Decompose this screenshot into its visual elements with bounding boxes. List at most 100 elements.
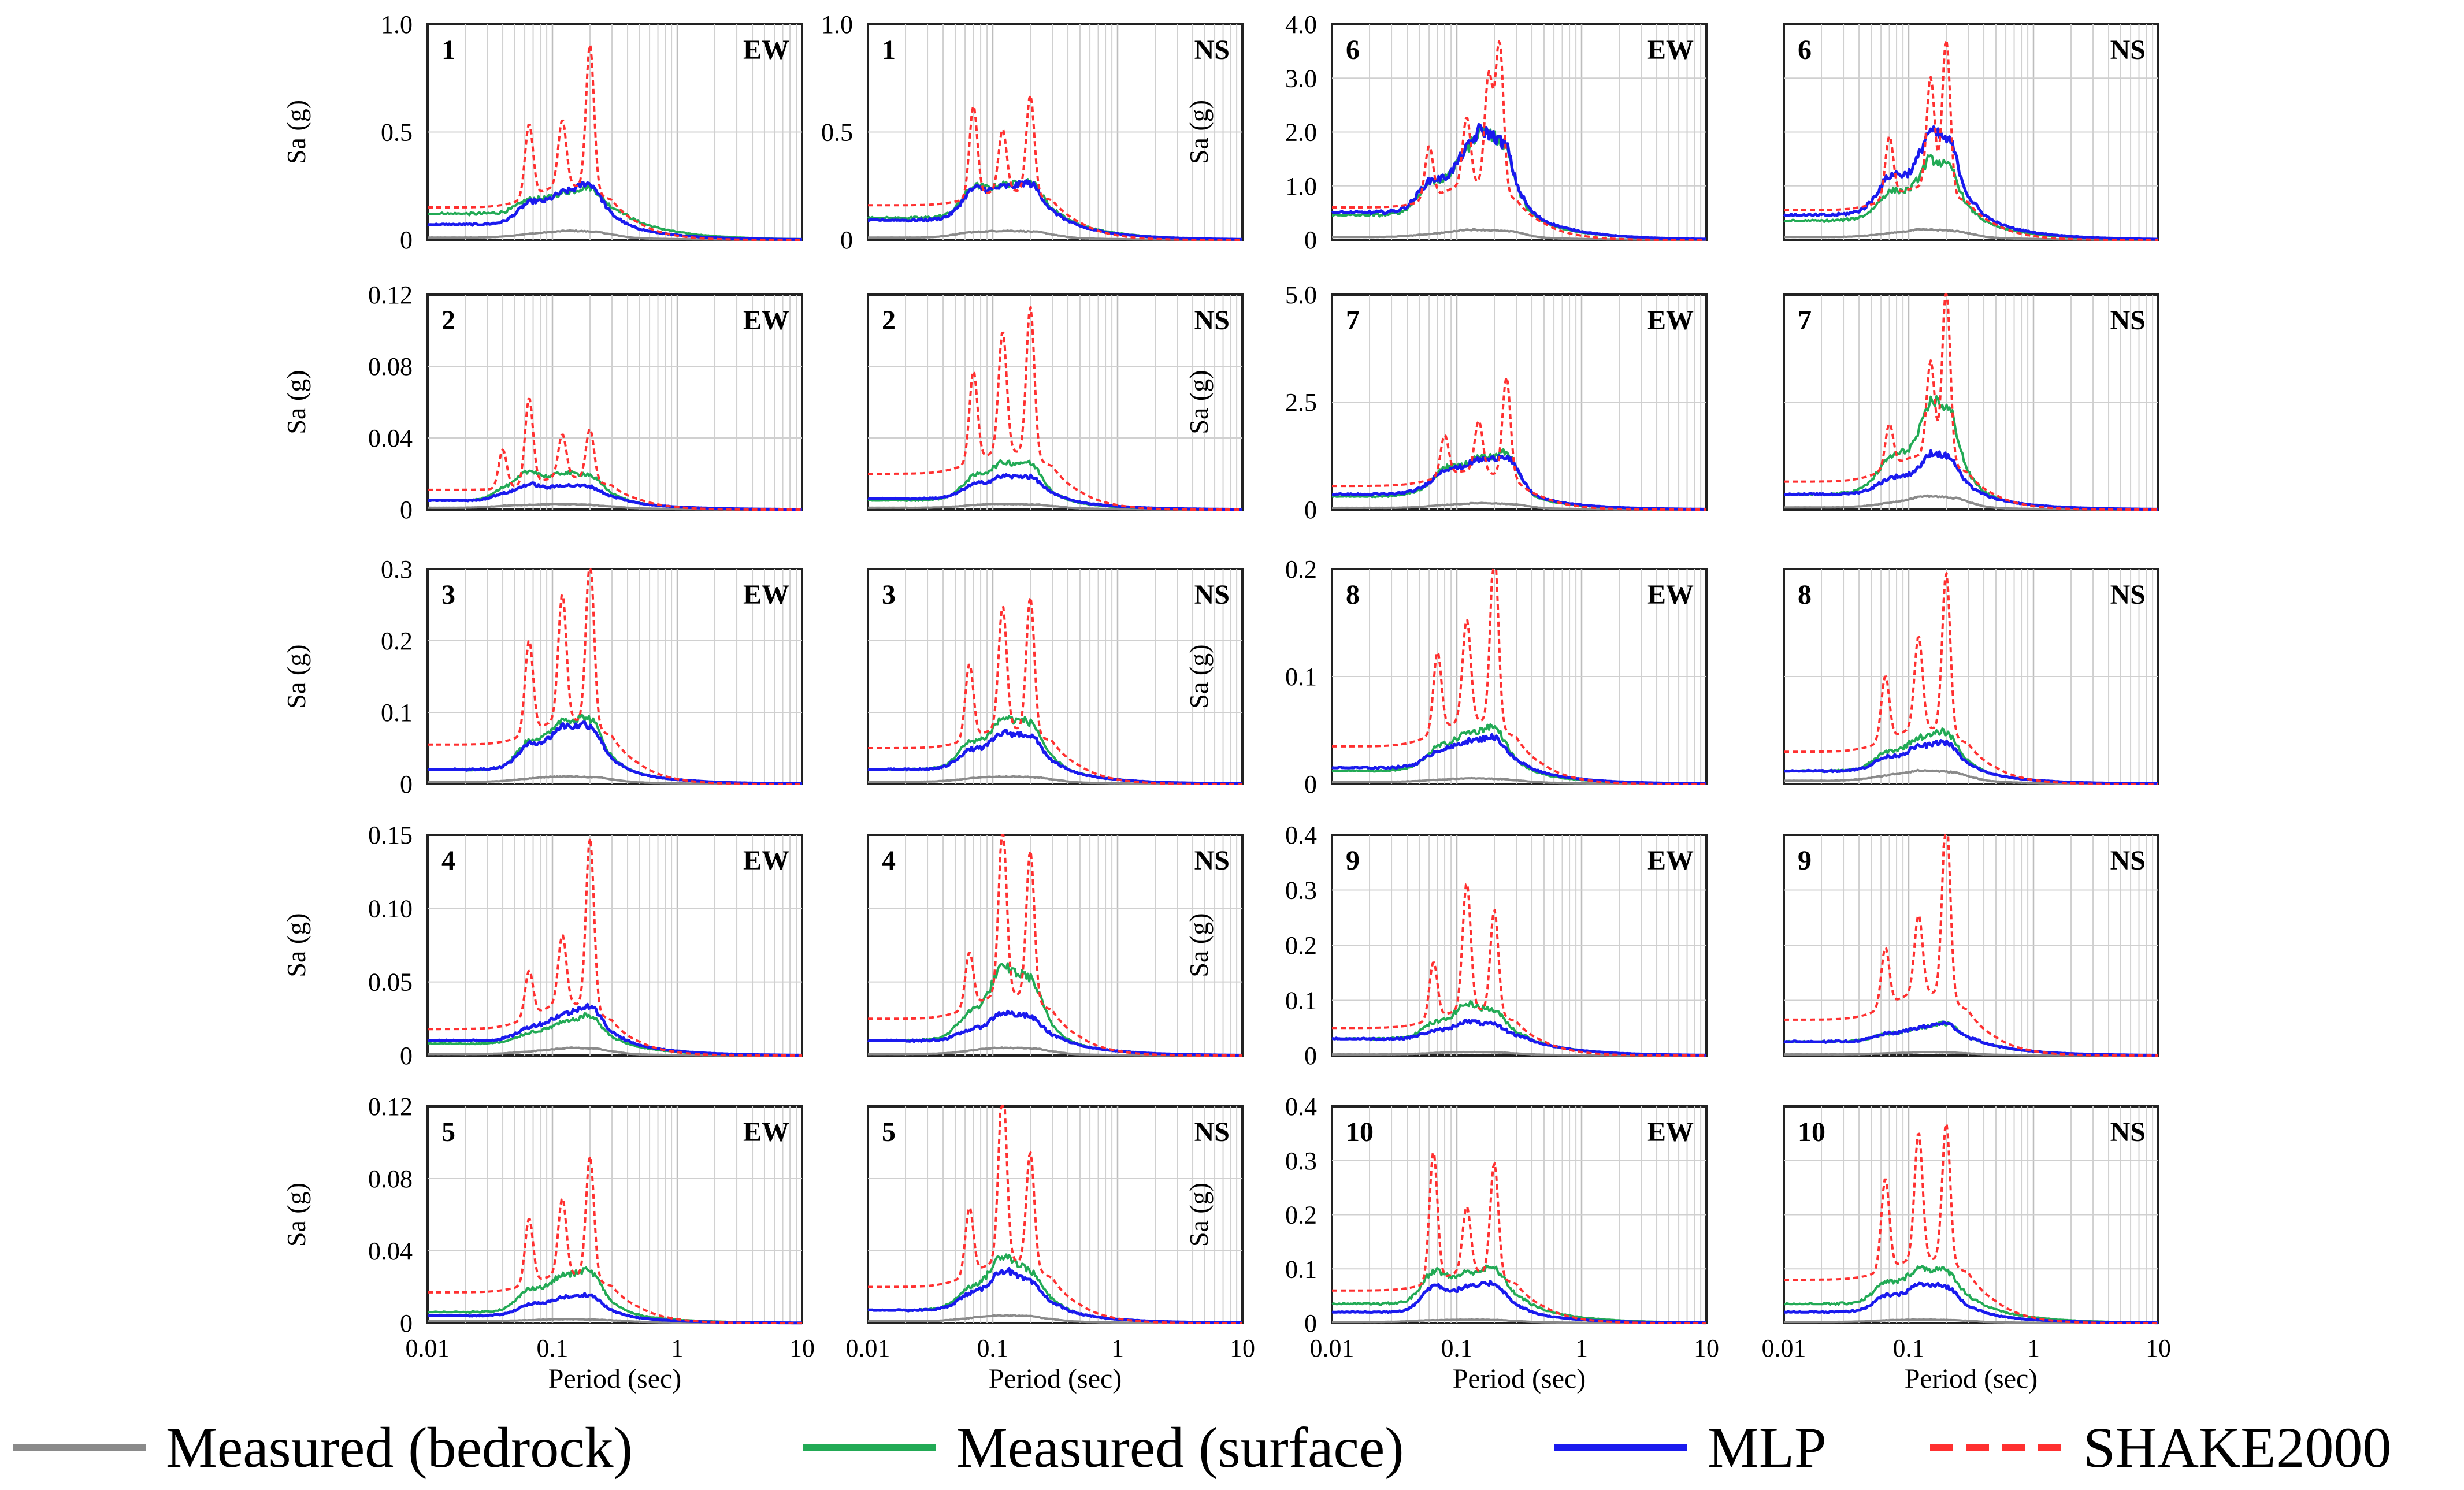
y-tick-label: 0 — [400, 1042, 413, 1070]
y-tick-label: 0.05 — [368, 968, 413, 997]
y-tick-label: 0 — [1304, 496, 1317, 524]
panel-number-label: 7 — [1346, 305, 1360, 336]
panel-number-label: 10 — [1346, 1117, 1374, 1147]
panel-7-EW: 7 EW 0 2.5 5.0 Sa (g) — [1184, 281, 1708, 524]
y-tick-label: 0.04 — [368, 1237, 413, 1265]
panel-direction-label: EW — [743, 1117, 789, 1147]
panel-number-label: 9 — [1346, 845, 1360, 876]
panel-9-EW: 9 EW 0 0.1 0.2 0.3 0.4 Sa (g) — [1184, 821, 1708, 1070]
series-shake-line — [1332, 40, 1706, 241]
panel-direction-label: EW — [743, 845, 789, 876]
panel-5-EW: 5 EW 0 0.04 0.08 0.12 Sa (g) 0.01 0.1 1 10 Period (… — [281, 1093, 815, 1394]
series-shake-line — [868, 596, 1242, 785]
series-shake-line — [428, 837, 802, 1057]
x-tick-label: 0.01 — [1762, 1334, 1806, 1362]
y-tick-label: 0.4 — [1285, 1093, 1317, 1121]
y-tick-label: 0 — [1304, 1042, 1317, 1070]
y-tick-label: 0.08 — [368, 352, 413, 381]
panel-number-label: 3 — [882, 579, 896, 610]
x-tick-label: 0.1 — [977, 1334, 1009, 1362]
panel-direction-label: NS — [2110, 35, 2146, 65]
series-shake-line — [1784, 293, 2158, 511]
x-axis-label: Period (sec) — [1453, 1363, 1586, 1394]
x-tick-label: 10 — [2146, 1334, 2171, 1362]
series-shake-line — [1332, 1152, 1706, 1324]
panel-number-label: 3 — [441, 579, 455, 610]
x-tick-label: 0.1 — [537, 1334, 569, 1362]
panel-direction-label: EW — [1647, 35, 1694, 65]
series-shake-line — [428, 44, 802, 241]
panel-direction-label: EW — [743, 35, 789, 65]
x-tick-label: 1 — [2027, 1334, 2040, 1362]
panel-10-EW: 10 EW 0 0.1 0.2 0.3 0.4 Sa (g) 0.01 0.1 1 10 Period … — [1184, 1093, 1719, 1394]
y-tick-label: 5.0 — [1285, 281, 1317, 309]
series-shake-line — [1332, 568, 1706, 785]
series-shake-line — [1784, 834, 2158, 1057]
series-mlp-line — [1784, 739, 2158, 785]
panel-2-NS: 2 NS — [867, 293, 1244, 511]
plot-frame — [426, 568, 803, 785]
panel-number-label: 1 — [441, 35, 455, 65]
panel-direction-label: NS — [1194, 1117, 1230, 1147]
panel-number-label: 8 — [1346, 579, 1360, 610]
y-tick-label: 0.5 — [821, 118, 853, 147]
series-shake-line — [1784, 1123, 2158, 1324]
panel-direction-label: NS — [2110, 1117, 2146, 1147]
series-shake-line — [428, 1155, 802, 1324]
series-mlp-line — [1332, 1019, 1706, 1057]
y-tick-label: 0.10 — [368, 894, 413, 923]
y-tick-label: 0.04 — [368, 424, 413, 452]
series-shake-line — [868, 94, 1242, 241]
y-tick-label: 0.3 — [1285, 876, 1317, 905]
legend-label-bedrock: Measured (bedrock) — [166, 1415, 633, 1480]
y-axis-label: Sa (g) — [1184, 913, 1214, 977]
x-tick-label: 0.01 — [406, 1334, 450, 1362]
y-tick-label: 1.0 — [1285, 172, 1317, 200]
x-tick-label: 0.1 — [1893, 1334, 1925, 1362]
panel-direction-label: EW — [743, 305, 789, 336]
x-tick-label: 1 — [671, 1334, 684, 1362]
panel-direction-label: EW — [1647, 579, 1694, 610]
y-axis-label: Sa (g) — [281, 913, 311, 977]
series-shake-line — [428, 568, 802, 785]
y-tick-label: 0.12 — [368, 1093, 413, 1121]
panel-number-label: 5 — [441, 1117, 455, 1147]
y-tick-label: 0.3 — [381, 555, 413, 584]
panel-direction-label: NS — [1194, 35, 1230, 65]
y-axis-label: Sa (g) — [1184, 100, 1214, 164]
panel-direction-label: EW — [1647, 305, 1694, 336]
plot-frame — [867, 834, 1244, 1057]
panel-3-EW: 3 EW 0 0.1 0.2 0.3 Sa (g) — [281, 555, 803, 798]
panel-direction-label: NS — [2110, 305, 2146, 336]
y-tick-label: 0.12 — [368, 281, 413, 309]
panel-number-label: 10 — [1798, 1117, 1825, 1147]
y-tick-label: 0 — [1304, 1309, 1317, 1337]
panel-number-label: 4 — [441, 845, 455, 876]
panel-4-NS: 4 NS — [867, 834, 1244, 1057]
y-axis-label: Sa (g) — [281, 1183, 311, 1247]
y-tick-label: 0 — [840, 226, 853, 254]
x-axis-label: Period (sec) — [989, 1363, 1122, 1394]
y-tick-label: 0.2 — [1285, 555, 1317, 584]
y-axis-label: Sa (g) — [1184, 1183, 1214, 1247]
panel-9-NS: 9 NS — [1783, 834, 2159, 1057]
y-tick-label: 0 — [1304, 770, 1317, 798]
panel-1-NS: 1 NS 0 0.5 1.0 — [821, 10, 1244, 254]
legend-label-surface: Measured (surface) — [956, 1415, 1404, 1480]
plot-frame — [867, 1105, 1244, 1324]
plot-frame — [426, 293, 803, 511]
series-shake-line — [868, 834, 1242, 1057]
panel-number-label: 6 — [1798, 35, 1812, 65]
y-tick-label: 2.0 — [1285, 118, 1317, 147]
y-tick-label: 0.3 — [1285, 1147, 1317, 1175]
x-tick-label: 0.1 — [1441, 1334, 1473, 1362]
series-shake-line — [428, 397, 802, 511]
x-tick-label: 1 — [1111, 1334, 1124, 1362]
x-tick-label: 10 — [1694, 1334, 1719, 1362]
y-axis-label: Sa (g) — [281, 370, 311, 434]
panel-direction-label: NS — [2110, 579, 2146, 610]
plot-frame — [426, 834, 803, 1057]
x-tick-label: 10 — [1230, 1334, 1255, 1362]
panel-direction-label: NS — [1194, 845, 1230, 876]
series-mlp-line — [1331, 122, 1707, 241]
